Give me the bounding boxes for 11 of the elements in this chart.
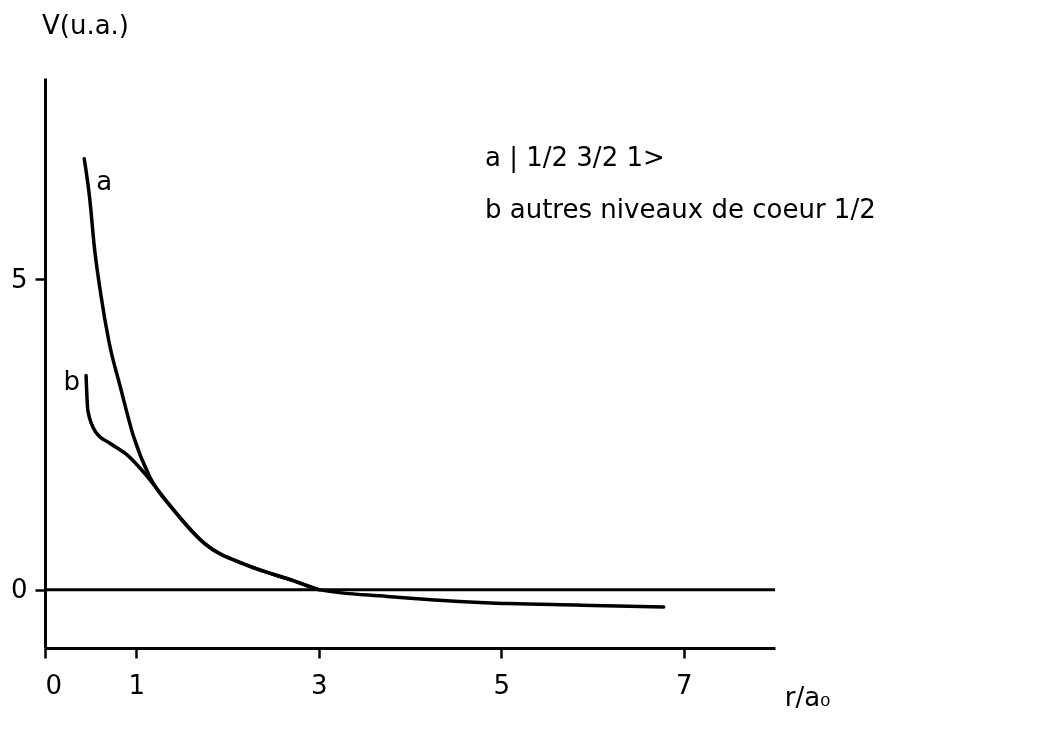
series-label: b [63, 366, 81, 397]
y-axis-title: V(u.a.) [41, 9, 130, 40]
x-tick-label: 0 [45, 669, 63, 700]
x-tick-label: 7 [675, 669, 693, 700]
series-label: a [96, 165, 113, 196]
x-tick-label: 5 [493, 669, 511, 700]
annotation: b autres niveaux de coeur 1/2 [485, 194, 876, 224]
annotation: a | 1/2 3/2 1> [485, 142, 665, 173]
x-tick-label: 3 [310, 669, 328, 700]
x-axis-title: r/a₀ [784, 681, 831, 712]
x-tick-label: 1 [128, 669, 146, 700]
